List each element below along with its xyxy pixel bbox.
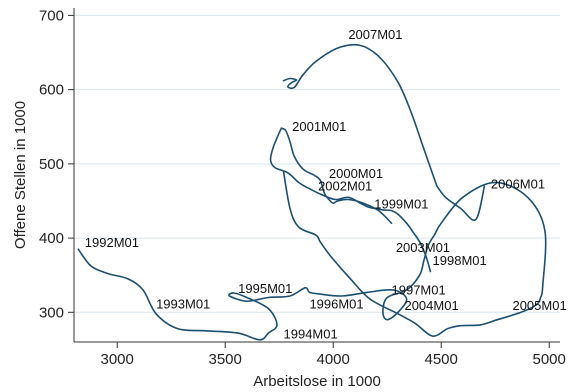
series-line-2 bbox=[269, 127, 432, 273]
point-label: 2004M01 bbox=[404, 298, 458, 313]
axes: 300 400 500 600 700 3000 3500 4000 4500 5000 bbox=[39, 7, 566, 368]
point-label: 1997M01 bbox=[392, 282, 446, 297]
point-label: 1995M01 bbox=[238, 281, 292, 296]
point-label: 2002M01 bbox=[318, 179, 372, 194]
point-labels: 1992M01 1993M01 1994M01 1995M01 1996M01 1997M… bbox=[85, 27, 567, 341]
point-label: 1992M01 bbox=[85, 235, 139, 250]
point-label: 1996M01 bbox=[309, 297, 363, 312]
x-tick-label: 4500 bbox=[425, 351, 458, 368]
x-tick-label: 3000 bbox=[101, 351, 134, 368]
y-tick-label: 400 bbox=[39, 230, 64, 247]
y-axis-title: Offene Stellen in 1000 bbox=[12, 101, 29, 249]
point-label: 2001M01 bbox=[292, 119, 346, 134]
y-tick-label: 600 bbox=[39, 82, 64, 99]
point-label: 2005M01 bbox=[512, 298, 566, 313]
series-line-5 bbox=[436, 185, 486, 222]
point-label: 2007M01 bbox=[348, 27, 402, 42]
x-axis-title: Arbeitslose in 1000 bbox=[253, 373, 381, 390]
series-layer bbox=[77, 43, 547, 341]
series-line-3 bbox=[280, 127, 393, 224]
x-tick-label: 4000 bbox=[317, 351, 350, 368]
y-tick-label: 300 bbox=[39, 304, 64, 321]
x-tick-label: 3500 bbox=[209, 351, 242, 368]
point-label: 1993M01 bbox=[156, 297, 210, 312]
point-label: 2003M01 bbox=[396, 240, 450, 255]
x-tick-label: 5000 bbox=[533, 351, 566, 368]
point-label: 2006M01 bbox=[491, 176, 545, 191]
point-label: 1998M01 bbox=[433, 253, 487, 268]
point-label: 2000M01 bbox=[329, 166, 383, 181]
y-tick-label: 700 bbox=[39, 7, 64, 24]
y-tick-label: 500 bbox=[39, 156, 64, 173]
series-line-4 bbox=[282, 43, 438, 187]
point-label: 1994M01 bbox=[284, 326, 338, 341]
point-label: 1999M01 bbox=[374, 196, 428, 211]
series-line-1 bbox=[77, 170, 547, 341]
